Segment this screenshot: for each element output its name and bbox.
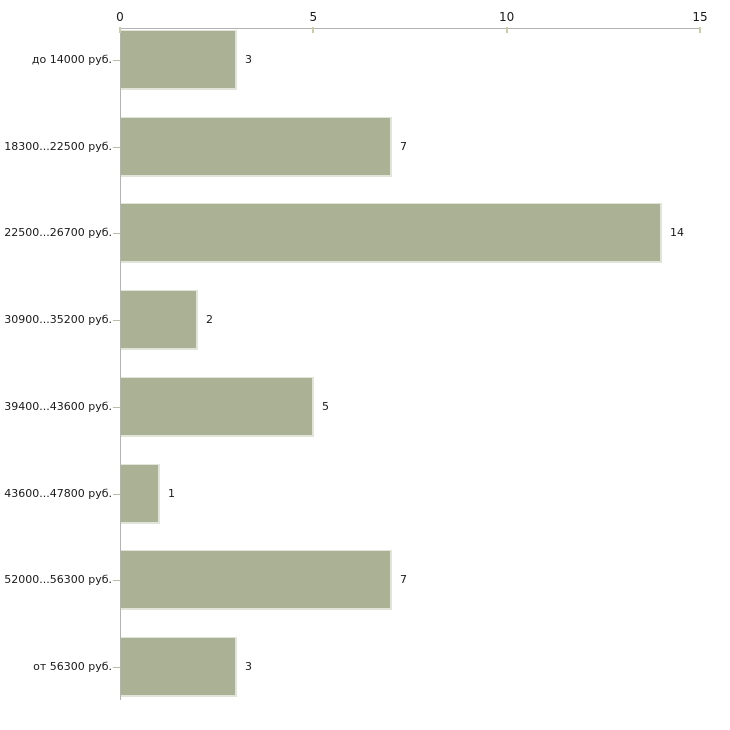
x-tick-label: 15 (692, 10, 708, 24)
y-tick-mark (113, 407, 120, 408)
bar-7 (121, 637, 237, 697)
bar-value-label: 7 (400, 573, 407, 586)
y-axis-line (120, 28, 121, 700)
bar-3 (121, 290, 198, 350)
y-tick-mark (113, 147, 120, 148)
x-tick-mark (119, 27, 121, 33)
bar-0 (121, 30, 237, 90)
category-label: от 56300 руб. (33, 660, 112, 673)
bar-6 (121, 550, 392, 610)
category-label: до 14000 руб. (31, 53, 112, 66)
y-tick-mark (113, 667, 120, 668)
bar-value-label: 3 (245, 53, 252, 66)
bar-4 (121, 377, 314, 437)
x-tick-mark (312, 27, 315, 33)
x-tick-mark (699, 27, 701, 33)
x-axis-line (120, 28, 701, 29)
x-tick-mark (505, 27, 508, 33)
bar-value-label: 5 (322, 400, 329, 413)
y-tick-mark (113, 580, 120, 581)
category-label: 39400...43600 руб. (4, 400, 112, 413)
bar-value-label: 2 (206, 313, 213, 326)
bar-2 (121, 203, 662, 263)
category-label: 30900...35200 руб. (4, 313, 112, 326)
bar-value-label: 3 (245, 660, 252, 673)
x-tick-label: 0 (116, 10, 124, 24)
bar-value-label: 14 (670, 226, 684, 239)
x-tick-label: 10 (499, 10, 515, 24)
category-label: 52000...56300 руб. (4, 573, 112, 586)
category-label: 43600...47800 руб. (4, 487, 112, 500)
bar-1 (121, 117, 392, 177)
bar-value-label: 1 (168, 487, 175, 500)
bar-5 (121, 464, 160, 524)
bar-value-label: 7 (400, 140, 407, 153)
y-tick-mark (113, 494, 120, 495)
y-tick-mark (113, 233, 120, 234)
y-tick-mark (113, 60, 120, 61)
x-tick-label: 5 (309, 10, 318, 24)
y-tick-mark (113, 320, 120, 321)
category-label: 22500...26700 руб. (4, 226, 112, 239)
category-label: 18300...22500 руб. (4, 140, 112, 153)
